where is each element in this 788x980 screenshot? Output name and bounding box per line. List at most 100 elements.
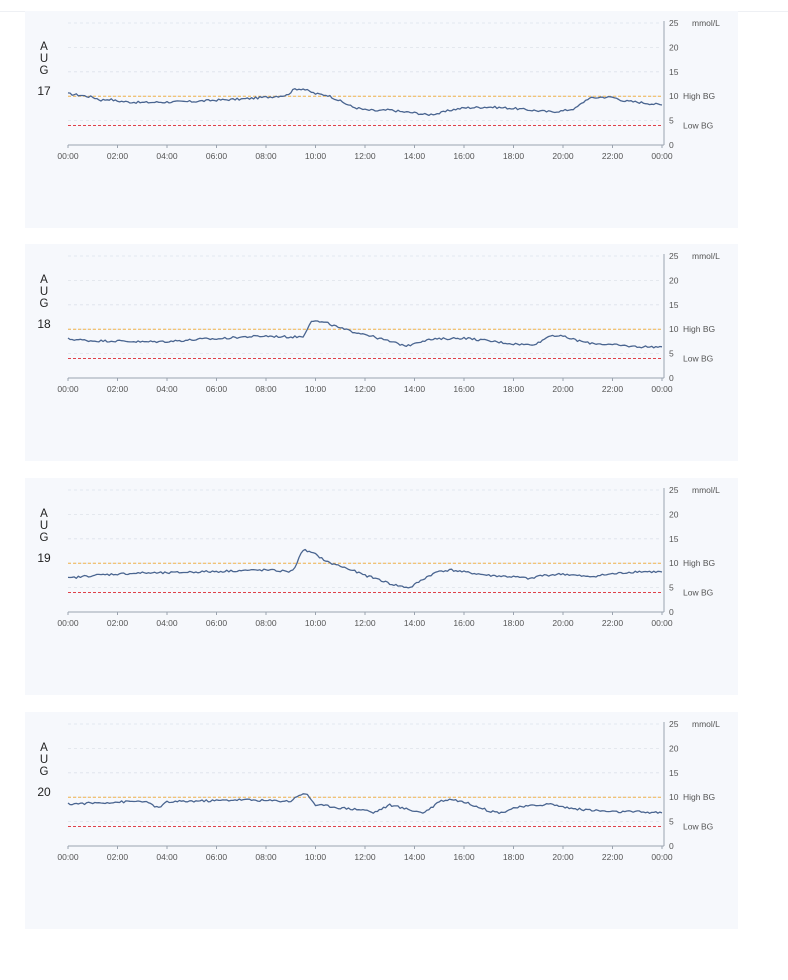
date-label: A U G 17: [31, 41, 57, 97]
x-tick-label: 22:00: [602, 151, 624, 161]
x-tick-label: 20:00: [552, 618, 574, 628]
y-tick-label: 10: [669, 558, 679, 568]
date-label: A U G 19: [31, 508, 57, 564]
x-tick-label: 10:00: [305, 618, 327, 628]
x-tick-label: 08:00: [255, 618, 277, 628]
x-tick-label: 02:00: [107, 151, 129, 161]
date-label: A U G 20: [31, 742, 57, 798]
x-tick-label: 22:00: [602, 384, 624, 394]
y-tick-label: 15: [669, 67, 679, 77]
x-tick-label: 00:00: [651, 384, 673, 394]
x-tick-label: 16:00: [453, 151, 475, 161]
x-tick-label: 02:00: [107, 852, 129, 862]
x-tick-label: 08:00: [255, 151, 277, 161]
low-bg-label: Low BG: [683, 120, 713, 130]
y-tick-label: 20: [669, 743, 679, 753]
x-tick-label: 04:00: [156, 852, 178, 862]
x-tick-label: 16:00: [453, 618, 475, 628]
x-tick-label: 10:00: [305, 852, 327, 862]
x-tick-label: 18:00: [503, 852, 525, 862]
glucose-chart: 0 5 10 15 20 25 mmol/L 00:00 02:00 04:00 06:00 08:0…: [57, 485, 720, 628]
x-tick-label: 20:00: [552, 384, 574, 394]
x-tick-label: 20:00: [552, 852, 574, 862]
x-tick-label: 08:00: [255, 384, 277, 394]
y-tick-label: 5: [669, 349, 674, 359]
unit-label: mmol/L: [692, 719, 720, 729]
day-panel-17: A U G 17 0 5 10 15 20 25 mmol/L 00:00 02:00 04:00 06:0…: [25, 11, 738, 228]
unit-label: mmol/L: [692, 18, 720, 28]
y-tick-label: 25: [669, 719, 679, 729]
x-tick-label: 18:00: [503, 384, 525, 394]
glucose-series-line: [67, 88, 663, 117]
y-tick-label: 15: [669, 534, 679, 544]
x-tick-label: 04:00: [156, 384, 178, 394]
y-tick-label: 5: [669, 817, 674, 827]
x-tick-label: 14:00: [404, 618, 426, 628]
y-tick-label: 10: [669, 91, 679, 101]
day-number: 20: [37, 785, 51, 799]
y-tick-label: 5: [669, 116, 674, 126]
x-tick-label: 06:00: [206, 384, 228, 394]
glucose-chart: 0 5 10 15 20 25 mmol/L 00:00 02:00 04:00 06:00 08:0…: [57, 18, 720, 161]
x-tick-label: 20:00: [552, 151, 574, 161]
glucose-series-line: [67, 793, 663, 815]
glucose-series-line: [67, 320, 663, 349]
x-tick-label: 06:00: [206, 618, 228, 628]
y-tick-label: 10: [669, 324, 679, 334]
day-number: 17: [37, 84, 51, 98]
unit-label: mmol/L: [692, 251, 720, 261]
y-tick-label: 25: [669, 251, 679, 261]
x-tick-label: 12:00: [354, 852, 376, 862]
y-tick-label: 0: [669, 607, 674, 617]
x-tick-label: 14:00: [404, 384, 426, 394]
x-tick-label: 12:00: [354, 384, 376, 394]
high-bg-label: High BG: [683, 558, 715, 568]
day-panel-18: A U G 18 0 5 10 15 20 25 mmol/L 00:00 02:00 04:00 06:0…: [25, 244, 738, 461]
y-tick-label: 0: [669, 841, 674, 851]
high-bg-label: High BG: [683, 91, 715, 101]
x-tick-label: 10:00: [305, 151, 327, 161]
day-panel-19: A U G 19 0 5 10 15 20 25 mmol/L 00:00 02:00 04:00 06:0…: [25, 478, 738, 695]
x-tick-label: 18:00: [503, 151, 525, 161]
x-tick-label: 02:00: [107, 384, 129, 394]
day-number: 19: [37, 551, 51, 565]
x-tick-label: 22:00: [602, 852, 624, 862]
date-label: A U G 18: [31, 274, 57, 330]
y-tick-label: 20: [669, 275, 679, 285]
low-bg-label: Low BG: [683, 353, 713, 363]
y-tick-label: 15: [669, 300, 679, 310]
y-tick-label: 0: [669, 373, 674, 383]
x-tick-label: 12:00: [354, 151, 376, 161]
y-tick-label: 25: [669, 485, 679, 495]
x-tick-label: 16:00: [453, 852, 475, 862]
x-tick-label: 00:00: [57, 151, 79, 161]
day-panel-20: A U G 20 0 5 10 15 20 25 mmol/L 00:00 02:00 04:00 06:0…: [25, 712, 738, 929]
x-tick-label: 14:00: [404, 852, 426, 862]
x-tick-label: 14:00: [404, 151, 426, 161]
x-tick-label: 04:00: [156, 151, 178, 161]
x-tick-label: 08:00: [255, 852, 277, 862]
x-tick-label: 00:00: [57, 618, 79, 628]
y-tick-label: 15: [669, 768, 679, 778]
y-tick-label: 0: [669, 140, 674, 150]
high-bg-label: High BG: [683, 792, 715, 802]
x-tick-label: 12:00: [354, 618, 376, 628]
x-tick-label: 10:00: [305, 384, 327, 394]
x-tick-label: 02:00: [107, 618, 129, 628]
x-tick-label: 06:00: [206, 852, 228, 862]
low-bg-label: Low BG: [683, 587, 713, 597]
glucose-chart: 0 5 10 15 20 25 mmol/L 00:00 02:00 04:00 06:00 08:0…: [57, 719, 720, 862]
y-tick-label: 20: [669, 42, 679, 52]
x-tick-label: 04:00: [156, 618, 178, 628]
y-tick-label: 25: [669, 18, 679, 28]
x-tick-label: 18:00: [503, 618, 525, 628]
x-tick-label: 00:00: [57, 384, 79, 394]
glucose-series-line: [67, 548, 663, 589]
high-bg-label: High BG: [683, 324, 715, 334]
y-tick-label: 10: [669, 792, 679, 802]
y-tick-label: 5: [669, 583, 674, 593]
